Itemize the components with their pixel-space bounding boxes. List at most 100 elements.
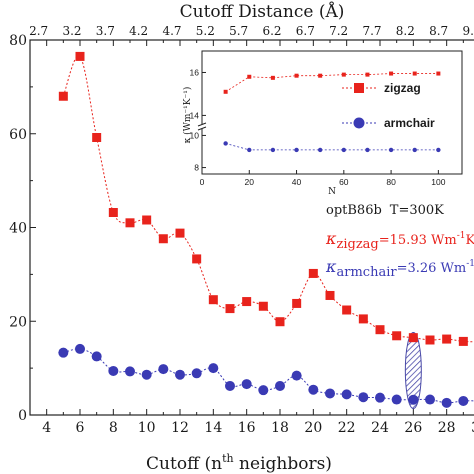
top-x-tick-label: 6.7 — [296, 24, 315, 38]
point-zigzag — [142, 215, 152, 225]
point-zigzag — [342, 305, 352, 315]
point-zigzag — [125, 218, 135, 228]
point-zigzag — [92, 133, 102, 142]
inset-point-zigzag — [389, 71, 394, 76]
y-tick-label: 60 — [9, 127, 27, 143]
highlight-ellipse — [404, 331, 422, 409]
x-tick-label: 26 — [404, 420, 422, 436]
x-tick-label: 4 — [42, 420, 51, 436]
point-zigzag — [292, 298, 302, 308]
top-x-tick-label: 4.7 — [162, 24, 181, 38]
point-armchair — [175, 369, 185, 380]
point-zigzag — [158, 234, 168, 244]
point-armchair — [408, 394, 419, 405]
inset-legend-armchair: armchair — [342, 116, 435, 130]
inset-y-tick-label: 16 — [190, 67, 200, 77]
point-zigzag — [325, 290, 335, 300]
x-tick-label: 18 — [271, 420, 289, 436]
top-x-tick-label: 7.2 — [329, 24, 348, 38]
y-tick-label: 20 — [9, 314, 27, 330]
x-tick-label: 14 — [204, 420, 222, 436]
inset-point-armchair — [317, 147, 323, 153]
x-tick-label: 28 — [438, 420, 456, 436]
top-axis-title: Cutoff Distance (Å) — [180, 1, 345, 22]
x-tick-label: 8 — [109, 420, 118, 436]
x-tick-label: 24 — [371, 420, 389, 436]
inset-x-tick-label: 100 — [431, 177, 445, 187]
annotation-zigzag-kappa: κzigzag=15.93 Wm-1K-1 — [325, 229, 474, 252]
inset-point-armchair — [341, 147, 347, 153]
top-x-tick-label: 5.2 — [196, 24, 215, 38]
x-axis-title: Cutoff (nth neighbors) — [146, 452, 332, 474]
x-tick-label: 12 — [171, 420, 189, 436]
top-x-tick-label: 2.7 — [29, 24, 48, 38]
point-zigzag — [392, 331, 402, 341]
point-armchair — [258, 385, 269, 396]
inset-x-tick-label: 80 — [386, 177, 396, 187]
point-armchair — [108, 365, 119, 376]
x-tick-label: 30 — [471, 420, 474, 436]
inset-point-zigzag — [247, 74, 252, 79]
top-x-tick-label: 8.7 — [429, 24, 448, 38]
x-tick-label: 20 — [304, 420, 322, 436]
point-armchair — [325, 388, 335, 399]
point-zigzag — [458, 336, 468, 346]
inset-point-zigzag — [436, 71, 441, 76]
inset-point-zigzag — [341, 72, 346, 77]
top-x-tick-label: 3.2 — [62, 24, 81, 38]
point-zigzag — [308, 268, 318, 278]
point-zigzag — [275, 317, 285, 327]
point-armchair — [291, 370, 302, 381]
inset-legend-zigzag: zigzag — [342, 81, 421, 95]
inset-chart: 0 20 40 60 80 100 14 16 8 10 κ (Wm⁻¹K⁻¹) N zigzag… — [182, 50, 463, 197]
top-x-tick-label: 3.7 — [96, 24, 115, 38]
point-zigzag — [108, 208, 118, 217]
inset-point-armchair — [436, 147, 441, 153]
x-tick-label: 16 — [238, 420, 256, 436]
point-armchair — [75, 343, 85, 354]
point-armchair — [308, 384, 319, 395]
inset-point-armchair — [223, 141, 228, 146]
inset-axis-break — [197, 122, 207, 131]
point-zigzag — [75, 51, 85, 61]
point-armchair — [91, 351, 102, 362]
point-armchair — [191, 368, 202, 379]
y-tick-labels: 0 20 40 60 80 — [9, 33, 27, 424]
inset-point-zigzag — [318, 73, 323, 78]
inset-x-label: N — [328, 187, 336, 197]
y-tick-label: 80 — [9, 33, 27, 49]
point-zigzag — [225, 304, 235, 314]
point-armchair — [241, 379, 252, 390]
point-armchair — [225, 380, 235, 391]
inset-point-zigzag — [365, 72, 370, 77]
inset-frame — [201, 50, 463, 175]
legend-label-armchair: armchair — [384, 116, 435, 130]
point-zigzag — [242, 297, 252, 307]
x-tick-label: 6 — [76, 420, 85, 436]
point-zigzag — [58, 91, 68, 101]
point-armchair — [391, 394, 402, 405]
point-zigzag — [192, 254, 202, 264]
top-x-tick-label: 5.7 — [229, 24, 248, 38]
legend-label-zigzag: zigzag — [384, 81, 421, 95]
inset-point-armchair — [412, 147, 417, 153]
inset-point-zigzag — [412, 71, 417, 76]
inset-x-tick-label: 0 — [200, 177, 205, 187]
top-x-tick-label: 7.7 — [362, 24, 381, 38]
inset-x-tick-label: 20 — [245, 177, 255, 187]
point-zigzag — [408, 333, 418, 343]
main-axis-ticks — [29, 39, 464, 416]
inset-point-armchair — [247, 147, 252, 153]
point-armchair — [208, 363, 219, 374]
point-armchair — [425, 394, 435, 405]
inset-point-zigzag — [294, 73, 299, 78]
top-x-tick-label: 4.2 — [129, 24, 148, 38]
point-armchair — [141, 369, 152, 380]
point-armchair — [158, 364, 169, 375]
top-x-tick-label: 6.2 — [262, 24, 281, 38]
y-tick-label: 40 — [9, 221, 27, 237]
point-armchair — [358, 392, 369, 403]
main-series — [58, 51, 474, 408]
inset-y-tick-label: 10 — [190, 130, 200, 140]
x-tick-label: 22 — [338, 420, 356, 436]
